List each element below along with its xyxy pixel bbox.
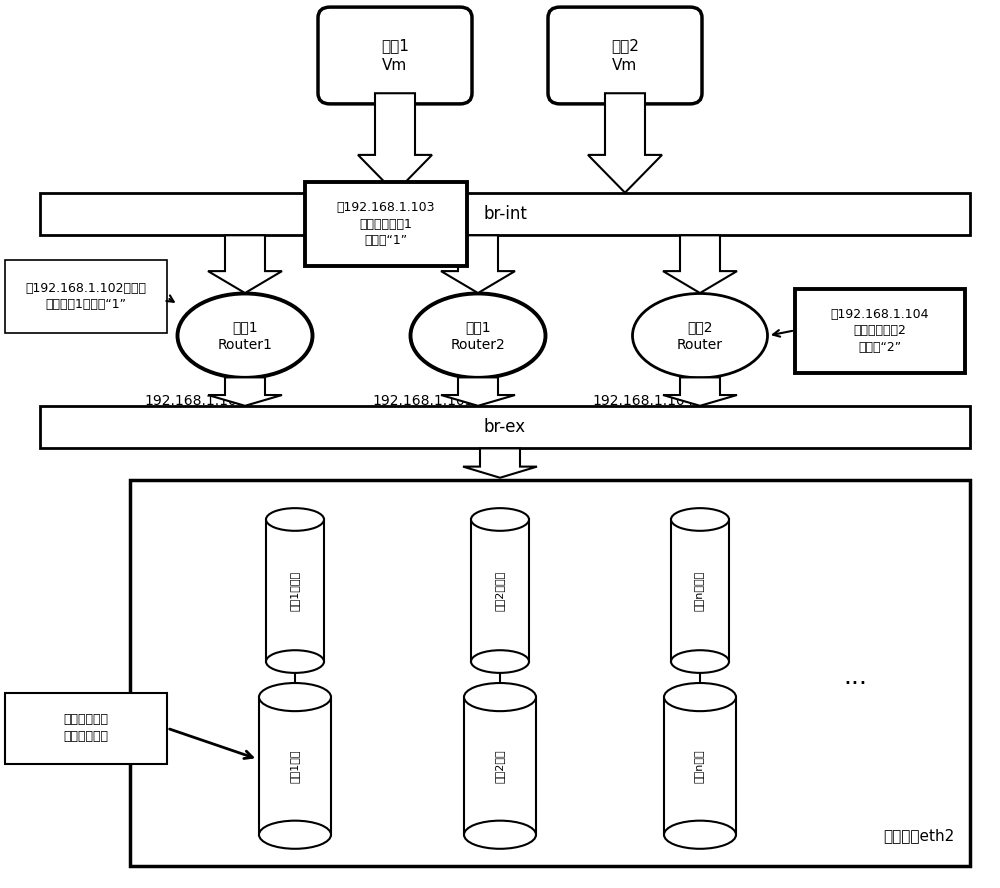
Ellipse shape	[411, 293, 546, 378]
Ellipse shape	[664, 821, 736, 849]
Text: 租户1
Router2: 租户1 Router2	[451, 320, 505, 352]
Bar	[5, 693, 167, 764]
Ellipse shape	[471, 508, 529, 531]
FancyBboxPatch shape	[548, 7, 702, 104]
Bar	[464, 697, 536, 835]
Text: 分类设置了各
租户的总带宽: 分类设置了各 租户的总带宽	[64, 713, 108, 743]
Text: br-ex: br-ex	[484, 418, 526, 436]
Polygon shape	[358, 93, 432, 193]
Polygon shape	[208, 377, 282, 406]
Text: 将192.168.1.102的流量
设置租户1的标记“1”: 将192.168.1.102的流量 设置租户1的标记“1”	[26, 281, 146, 312]
Bar	[40, 406, 970, 448]
Ellipse shape	[259, 821, 331, 849]
Text: 租户2
Router: 租户2 Router	[677, 320, 723, 352]
Text: ···: ···	[853, 323, 877, 348]
Bar	[671, 519, 729, 662]
Text: 租户1
Router1: 租户1 Router1	[218, 320, 272, 352]
Polygon shape	[208, 235, 282, 293]
Bar	[130, 480, 970, 866]
Text: 将192.168.1.103
的包打上租户1
的标记“1”: 将192.168.1.103 的包打上租户1 的标记“1”	[337, 202, 435, 247]
Bar	[259, 697, 331, 835]
Text: 租户1
Vm: 租户1 Vm	[381, 38, 409, 73]
Text: 192.168.1.103: 192.168.1.103	[372, 394, 474, 408]
Text: 租户2
Vm: 租户2 Vm	[611, 38, 639, 73]
Ellipse shape	[259, 683, 331, 711]
Ellipse shape	[464, 683, 536, 711]
Polygon shape	[663, 377, 737, 406]
Text: ···: ···	[843, 671, 867, 696]
Ellipse shape	[464, 821, 536, 849]
Bar	[5, 260, 167, 333]
Text: 租户n分类: 租户n分类	[695, 749, 705, 782]
Polygon shape	[588, 93, 662, 193]
Text: 租户1分类: 租户1分类	[290, 749, 300, 782]
Text: 租户2分类: 租户2分类	[495, 749, 505, 782]
Bar	[795, 289, 965, 373]
Polygon shape	[441, 377, 515, 406]
Ellipse shape	[664, 683, 736, 711]
FancyBboxPatch shape	[318, 7, 472, 104]
Text: 租户2过滤器: 租户2过滤器	[495, 570, 505, 611]
Polygon shape	[663, 235, 737, 293]
Text: 租户1过滤器: 租户1过滤器	[290, 570, 300, 611]
Bar	[471, 519, 529, 662]
Text: 将192.168.1.104
的包打上租户2
的标记“2”: 将192.168.1.104 的包打上租户2 的标记“2”	[831, 308, 929, 353]
Ellipse shape	[633, 293, 768, 378]
Polygon shape	[463, 448, 537, 478]
Ellipse shape	[671, 650, 729, 673]
Ellipse shape	[266, 650, 324, 673]
Text: 租户n过滤器: 租户n过滤器	[695, 570, 705, 611]
Text: br-int: br-int	[483, 205, 527, 223]
Bar	[305, 182, 467, 266]
Text: 192.168.1.102: 192.168.1.102	[144, 394, 246, 408]
Bar	[664, 697, 736, 835]
Ellipse shape	[671, 508, 729, 531]
Bar	[40, 193, 970, 235]
Polygon shape	[441, 235, 515, 293]
Text: 外网网卡eth2: 外网网卡eth2	[884, 829, 955, 844]
Bar	[266, 519, 324, 662]
Text: 192.168.1.104: 192.168.1.104	[592, 394, 694, 408]
Ellipse shape	[266, 508, 324, 531]
Ellipse shape	[471, 650, 529, 673]
Ellipse shape	[178, 293, 312, 378]
